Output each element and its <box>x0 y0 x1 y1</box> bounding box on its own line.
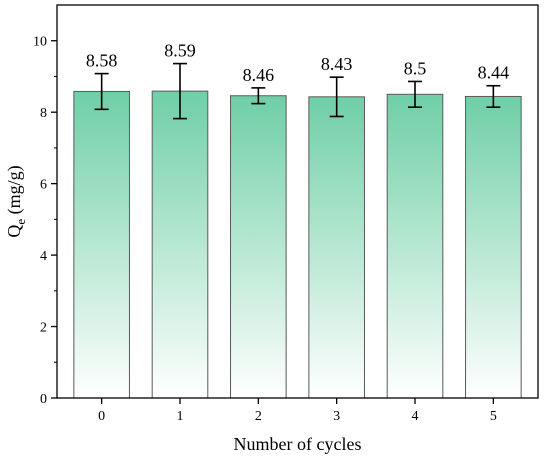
y-tick-label: 4 <box>40 249 47 264</box>
y-tick-label: 8 <box>40 106 47 121</box>
error-bar-cycle-0 <box>94 72 109 111</box>
bar-cycle-2 <box>230 95 287 399</box>
x-tick-label: 4 <box>412 409 419 424</box>
y-tick-label: 10 <box>33 35 47 50</box>
data-labels-layer: 8.58 8.59 8.46 8.43 8.5 8.44 <box>86 41 509 85</box>
y-tick-label: 6 <box>40 178 47 193</box>
x-axis-title: Number of cycles <box>234 434 362 454</box>
y-tick-label: 2 <box>40 321 47 336</box>
y-axis-title: Qe (mg/g) <box>4 165 28 237</box>
error-bars-layer <box>94 62 501 120</box>
bar-cycle-0 <box>73 90 130 399</box>
bar-cycle-4 <box>386 93 444 399</box>
error-bar-cycle-5 <box>486 84 501 108</box>
data-label-cycle-4: 8.5 <box>404 58 427 78</box>
y-tick-label: 0 <box>40 392 47 407</box>
y-axis-ticks: 0 2 4 6 8 10 <box>33 35 57 407</box>
data-label-cycle-0: 8.58 <box>86 51 118 71</box>
bars-layer <box>73 90 522 399</box>
x-tick-label: 5 <box>490 409 497 424</box>
error-bar-cycle-4 <box>408 80 423 108</box>
bar-cycle-5 <box>465 95 522 399</box>
y-axis-title-subscript: e <box>13 219 28 225</box>
y-axis-title-main: Q <box>4 225 24 238</box>
data-label-cycle-3: 8.43 <box>321 54 353 74</box>
bar-cycle-1 <box>151 90 209 399</box>
error-bar-cycle-2 <box>251 87 266 105</box>
x-tick-label: 2 <box>255 409 262 424</box>
plot-frame <box>56 4 539 399</box>
x-tick-label: 0 <box>98 409 105 424</box>
x-axis-ticks: 0 1 2 3 4 5 <box>98 398 497 424</box>
data-label-cycle-5: 8.44 <box>478 63 510 83</box>
bar-cycle-3 <box>308 96 365 399</box>
data-label-cycle-2: 8.46 <box>243 65 275 85</box>
error-bar-cycle-3 <box>329 76 344 118</box>
y-axis-title-rest: (mg/g) <box>4 165 25 219</box>
error-bar-cycle-1 <box>172 62 187 120</box>
x-tick-label: 1 <box>176 409 183 424</box>
data-label-cycle-1: 8.59 <box>164 41 196 61</box>
x-tick-label: 3 <box>333 409 340 424</box>
